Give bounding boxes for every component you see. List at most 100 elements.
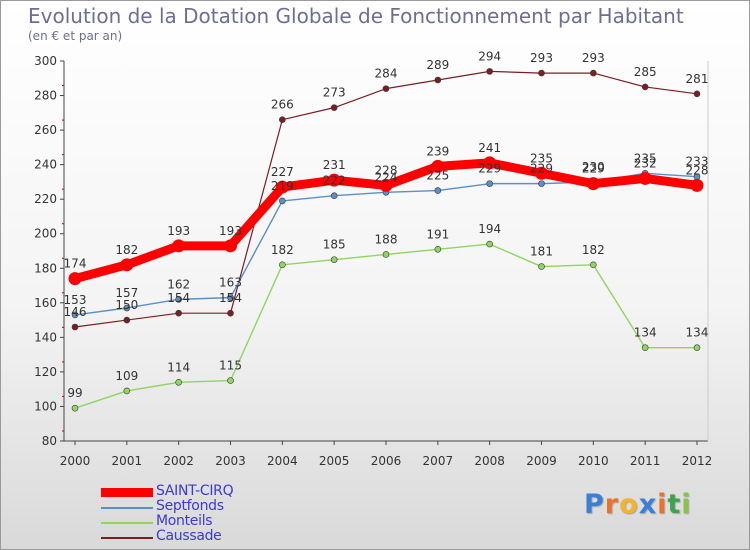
- logo-letter: i: [657, 489, 668, 520]
- x-tick-label: 2011: [630, 454, 661, 468]
- y-tick-label: 80: [42, 434, 57, 448]
- data-label-saint-cirq: 241: [478, 141, 501, 155]
- data-label-septfonds: 157: [115, 286, 138, 300]
- data-label-septfonds: 229: [478, 162, 501, 176]
- proxiti-logo: Proxiti: [584, 489, 692, 520]
- data-point-caussade: [434, 76, 442, 84]
- data-point-monteils: [434, 245, 442, 253]
- data-label-saint-cirq: 231: [323, 158, 346, 172]
- data-point-saint-cirq: [535, 166, 548, 180]
- data-point-caussade: [538, 69, 545, 77]
- data-point-monteils: [123, 387, 131, 395]
- data-label-saint-cirq: 174: [64, 257, 87, 271]
- data-label-septfonds: 224: [375, 170, 398, 184]
- data-point-caussade: [693, 90, 701, 98]
- data-point-septfonds: [279, 197, 286, 205]
- data-label-caussade: 293: [582, 51, 605, 65]
- data-point-monteils: [175, 378, 182, 386]
- data-label-septfonds: 233: [686, 155, 709, 169]
- data-label-monteils: 134: [634, 326, 657, 340]
- data-point-saint-cirq: [431, 159, 445, 173]
- x-tick-label: 2004: [267, 454, 298, 468]
- y-tick-label: 240: [34, 158, 57, 172]
- data-point-caussade: [486, 68, 493, 75]
- data-label-caussade: 281: [686, 72, 709, 86]
- data-label-monteils: 182: [271, 243, 294, 257]
- legend-swatch-caussade: [101, 537, 153, 539]
- data-point-caussade: [123, 316, 131, 324]
- data-point-saint-cirq: [120, 258, 134, 272]
- data-point-saint-cirq: [275, 180, 289, 194]
- data-point-saint-cirq: [690, 178, 704, 192]
- data-point-monteils: [71, 404, 79, 412]
- data-label-saint-cirq: 232: [634, 156, 657, 170]
- data-point-septfonds: [175, 296, 182, 303]
- series-line-monteils: [74, 243, 698, 409]
- y-tick-label: 220: [34, 192, 57, 206]
- data-point-septfonds: [123, 304, 131, 312]
- data-point-monteils: [330, 256, 338, 263]
- data-label-monteils: 191: [426, 227, 449, 241]
- data-label-saint-cirq: 239: [426, 144, 449, 158]
- legend-swatch-monteils: [101, 522, 153, 524]
- legend-label-saint-cirq: SAINT-CIRQ: [156, 483, 234, 499]
- data-label-saint-cirq: 182: [115, 243, 138, 257]
- data-point-saint-cirq: [172, 239, 186, 253]
- data-point-septfonds: [538, 180, 545, 187]
- data-label-septfonds: 225: [426, 169, 449, 183]
- data-label-monteils: 115: [219, 359, 242, 373]
- data-label-septfonds: 153: [64, 293, 87, 307]
- data-label-saint-cirq: 227: [271, 165, 294, 179]
- x-tick-label: 2000: [60, 454, 91, 468]
- data-label-caussade: 154: [167, 291, 190, 305]
- data-label-saint-cirq: 193: [167, 224, 190, 238]
- data-point-septfonds: [486, 180, 493, 187]
- chart-subtitle: (en € et par an): [28, 29, 123, 43]
- data-label-caussade: 273: [323, 86, 346, 100]
- x-tick-label: 2006: [371, 454, 402, 468]
- data-label-caussade: 293: [530, 51, 553, 65]
- data-point-septfonds: [434, 187, 442, 194]
- data-point-monteils: [486, 240, 493, 248]
- y-tick-label: 300: [34, 54, 57, 68]
- data-label-monteils: 188: [375, 232, 398, 246]
- data-point-caussade: [330, 104, 338, 111]
- logo-letter: P: [584, 489, 605, 520]
- data-point-saint-cirq: [586, 177, 600, 191]
- data-point-saint-cirq: [379, 178, 393, 192]
- data-label-saint-cirq: 228: [686, 163, 709, 177]
- data-point-saint-cirq: [68, 272, 82, 286]
- legend-label-monteils: Monteils: [156, 513, 213, 529]
- y-tick-label: 200: [34, 227, 57, 241]
- data-label-caussade: 146: [64, 305, 87, 319]
- legend-swatch-saint-cirq: [101, 488, 153, 497]
- data-label-septfonds: 163: [219, 276, 242, 290]
- y-tick-label: 160: [34, 296, 57, 310]
- data-label-monteils: 114: [167, 360, 190, 374]
- data-point-septfonds: [227, 294, 234, 301]
- y-tick-label: 180: [34, 261, 57, 275]
- data-label-monteils: 182: [582, 243, 605, 257]
- data-point-septfonds: [71, 311, 79, 319]
- data-point-caussade: [71, 323, 79, 331]
- logo-letter: x: [638, 489, 658, 520]
- data-label-septfonds: 230: [582, 160, 605, 174]
- data-label-saint-cirq: 235: [530, 151, 553, 165]
- data-label-septfonds: 162: [167, 277, 190, 291]
- data-label-caussade: 294: [478, 49, 501, 63]
- data-label-septfonds: 229: [530, 162, 553, 176]
- data-label-septfonds: 235: [634, 151, 657, 165]
- data-label-septfonds: 219: [271, 179, 294, 193]
- data-label-monteils: 134: [686, 326, 709, 340]
- chart-title: Evolution de la Dotation Globale de Fonc…: [28, 4, 684, 28]
- data-label-septfonds: 222: [323, 174, 346, 188]
- legend-swatch-septfonds: [101, 507, 153, 509]
- data-point-monteils: [227, 377, 234, 384]
- y-tick-label: 140: [34, 330, 57, 344]
- x-tick-label: 2001: [112, 454, 143, 468]
- data-label-saint-cirq: 228: [375, 163, 398, 177]
- x-tick-label: 2010: [578, 454, 609, 468]
- logo-letter: o: [619, 489, 639, 520]
